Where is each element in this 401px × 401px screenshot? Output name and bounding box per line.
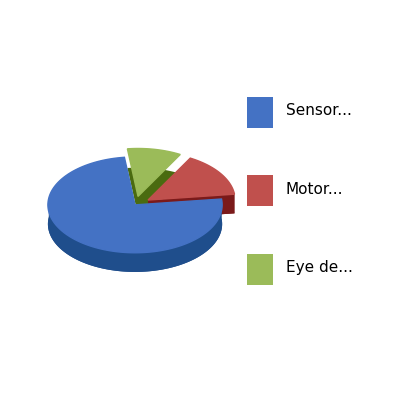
Bar [247,175,273,206]
Text: Motor...: Motor... [286,182,343,197]
Text: Eye de...: Eye de... [286,260,352,275]
Polygon shape [135,199,221,224]
Bar [247,254,273,285]
Bar [247,97,273,128]
Text: Sensor...: Sensor... [286,103,351,118]
Polygon shape [148,194,235,219]
Polygon shape [148,177,235,219]
Polygon shape [48,198,222,272]
Polygon shape [48,176,222,272]
Polygon shape [148,158,235,200]
Polygon shape [48,157,222,253]
Polygon shape [128,148,180,196]
Polygon shape [128,168,180,216]
